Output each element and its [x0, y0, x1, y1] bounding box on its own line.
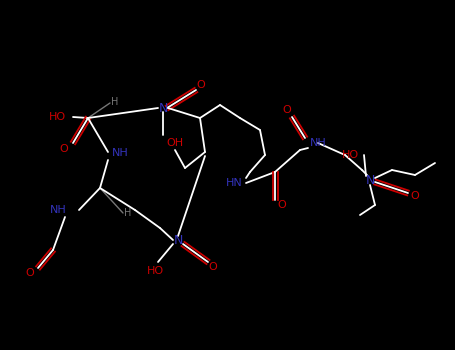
Text: N: N	[365, 174, 374, 187]
Text: O: O	[410, 191, 420, 201]
Text: O: O	[283, 105, 291, 115]
Text: O: O	[25, 268, 35, 278]
Text: O: O	[278, 200, 286, 210]
Text: H: H	[124, 208, 131, 218]
Text: N: N	[158, 102, 168, 114]
Text: NH: NH	[50, 205, 67, 215]
Text: NH: NH	[310, 138, 327, 148]
Text: HO: HO	[147, 266, 163, 276]
Text: O: O	[209, 262, 217, 272]
Text: HN: HN	[226, 178, 243, 188]
Text: N: N	[173, 233, 183, 246]
Text: H: H	[111, 97, 119, 107]
Text: HO: HO	[48, 112, 66, 122]
Text: O: O	[60, 144, 68, 154]
Text: OH: OH	[166, 138, 183, 148]
Text: NH: NH	[112, 148, 129, 158]
Text: O: O	[197, 80, 205, 90]
Text: HO: HO	[341, 150, 359, 160]
